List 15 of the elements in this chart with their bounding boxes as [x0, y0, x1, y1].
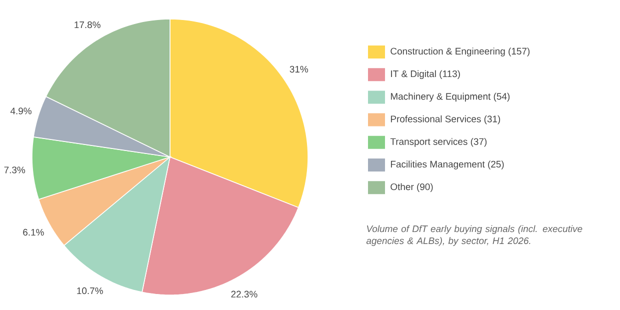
legend-label: IT & Digital (113) [391, 70, 460, 80]
data-label: 4.9% [10, 108, 32, 114]
legend-label: Other (90) [390, 183, 433, 192]
data-label: 22.3% [231, 290, 258, 298]
legend-label: Facilities Management (25) [390, 160, 504, 170]
data-label: 7.3% [4, 166, 26, 174]
text: Volume of DfT early buying signals (incl. executive agencies & ALBs), by sector, H1 2026. [366, 225, 582, 246]
data-label: 17.8% [74, 21, 100, 28]
legend-label: Professional Services (31) [390, 115, 500, 124]
data-label: 10.7% [77, 287, 103, 294]
legend-label: Transport services (37) [390, 138, 487, 147]
legend-label: Machinery & Equipment (54) [390, 92, 510, 102]
legend-label: Construction & Engineering (157) [390, 48, 530, 56]
data-label: 31% [290, 66, 308, 73]
data-label: 6.1% [23, 228, 44, 236]
